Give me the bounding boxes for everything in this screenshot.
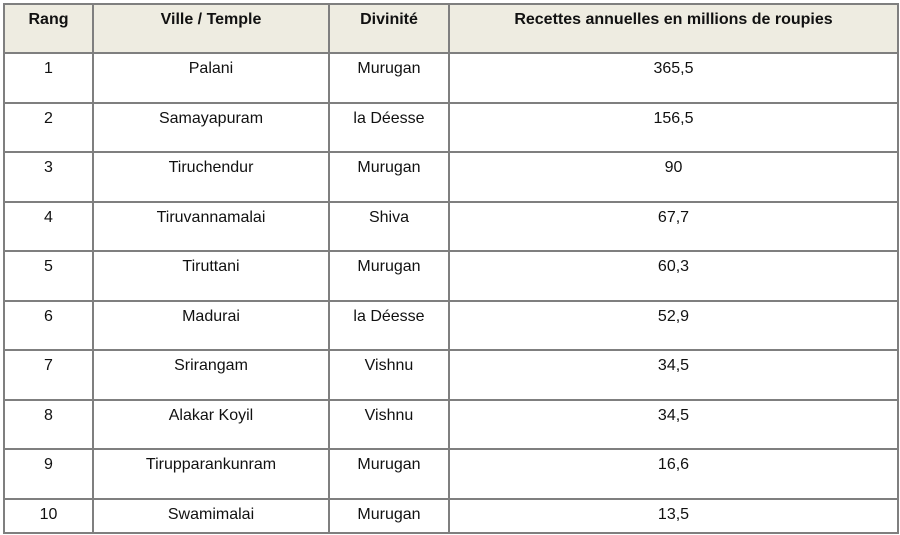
table-row: 4 Tiruvannamalai Shiva 67,7 — [3, 200, 899, 252]
city-temple-cell: Palani — [92, 52, 330, 104]
city-temple-cell: Tirupparankunram — [92, 448, 330, 500]
deity-cell: la Déesse — [328, 101, 450, 153]
revenue-cell: 156,5 — [448, 101, 899, 153]
deity-cell: Murugan — [328, 52, 450, 104]
revenue-cell: 16,6 — [448, 448, 899, 500]
table-row: 3 Tiruchendur Murugan 90 — [3, 151, 899, 203]
rank-cell: 4 — [3, 200, 94, 252]
table-row: 10 Swamimalai Murugan 13,5 — [3, 497, 899, 534]
rank-cell: 7 — [3, 349, 94, 401]
temple-revenue-table: Rang Ville / Temple Divinité Recettes an… — [3, 3, 899, 534]
rank-cell: 6 — [3, 299, 94, 351]
deity-cell: Murugan — [328, 448, 450, 500]
city-temple-cell: Samayapuram — [92, 101, 330, 153]
revenue-cell: 90 — [448, 151, 899, 203]
revenue-cell: 34,5 — [448, 398, 899, 450]
rank-cell: 3 — [3, 151, 94, 203]
header-city-temple: Ville / Temple — [92, 3, 330, 54]
deity-cell: Murugan — [328, 497, 450, 534]
rank-cell: 10 — [3, 497, 94, 534]
table-row: 1 Palani Murugan 365,5 — [3, 52, 899, 104]
deity-cell: Murugan — [328, 250, 450, 302]
deity-cell: Shiva — [328, 200, 450, 252]
header-row: Rang Ville / Temple Divinité Recettes an… — [3, 3, 899, 54]
header-deity: Divinité — [328, 3, 450, 54]
revenue-cell: 34,5 — [448, 349, 899, 401]
deity-cell: la Déesse — [328, 299, 450, 351]
rank-cell: 2 — [3, 101, 94, 153]
city-temple-cell: Madurai — [92, 299, 330, 351]
city-temple-cell: Tiruchendur — [92, 151, 330, 203]
rank-cell: 5 — [3, 250, 94, 302]
header-revenue: Recettes annuelles en millions de roupie… — [448, 3, 899, 54]
rank-cell: 9 — [3, 448, 94, 500]
revenue-cell: 52,9 — [448, 299, 899, 351]
rank-cell: 8 — [3, 398, 94, 450]
revenue-cell: 67,7 — [448, 200, 899, 252]
deity-cell: Murugan — [328, 151, 450, 203]
table-row: 2 Samayapuram la Déesse 156,5 — [3, 101, 899, 153]
city-temple-cell: Tiruvannamalai — [92, 200, 330, 252]
city-temple-cell: Tiruttani — [92, 250, 330, 302]
rank-cell: 1 — [3, 52, 94, 104]
table-row: 8 Alakar Koyil Vishnu 34,5 — [3, 398, 899, 450]
table-row: 7 Srirangam Vishnu 34,5 — [3, 349, 899, 401]
table-row: 6 Madurai la Déesse 52,9 — [3, 299, 899, 351]
deity-cell: Vishnu — [328, 349, 450, 401]
city-temple-cell: Swamimalai — [92, 497, 330, 534]
revenue-cell: 13,5 — [448, 497, 899, 534]
header-rank: Rang — [3, 3, 94, 54]
deity-cell: Vishnu — [328, 398, 450, 450]
table-row: 9 Tirupparankunram Murugan 16,6 — [3, 448, 899, 500]
revenue-cell: 365,5 — [448, 52, 899, 104]
revenue-cell: 60,3 — [448, 250, 899, 302]
table-row: 5 Tiruttani Murugan 60,3 — [3, 250, 899, 302]
city-temple-cell: Alakar Koyil — [92, 398, 330, 450]
city-temple-cell: Srirangam — [92, 349, 330, 401]
